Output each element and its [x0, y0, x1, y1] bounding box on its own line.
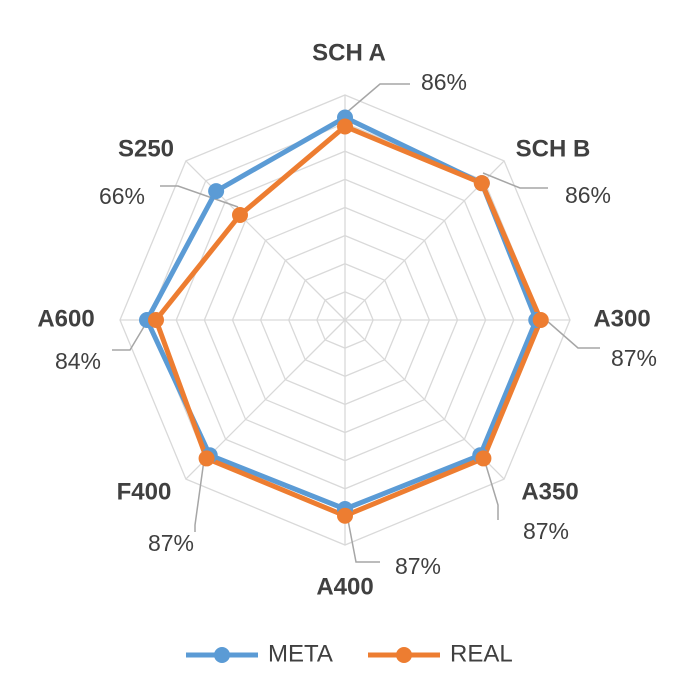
category-label-a600: A600 — [37, 305, 94, 332]
series-layer — [139, 109, 549, 524]
data-label-a400: 87% — [395, 553, 441, 579]
data-label-a350: 87% — [523, 518, 569, 544]
point-real-a300 — [532, 312, 549, 328]
data-label-sch-a: 86% — [421, 69, 467, 95]
label-layer: SCH A SCH B A300 A350 A400 F400 A600 S250 86% 86%… — [37, 39, 657, 600]
legend-label-meta: META — [268, 640, 333, 667]
data-label-a300: 87% — [611, 345, 657, 371]
category-label-f400: F400 — [117, 478, 172, 505]
leader-line-f400 — [194, 459, 205, 532]
category-label-sch-a: SCH A — [312, 39, 386, 66]
leader-line-sch-a — [345, 83, 410, 114]
point-real-f400 — [198, 450, 215, 467]
point-real-a350 — [475, 450, 492, 467]
label-leader-lines — [112, 83, 600, 563]
leader-line-sch-b — [482, 172, 548, 189]
point-meta-s250 — [208, 183, 225, 200]
leader-line-a350 — [484, 461, 499, 520]
leader-line-a400 — [347, 519, 380, 563]
point-real-sch-a — [337, 118, 353, 135]
data-label-sch-b: 86% — [565, 182, 611, 208]
category-label-a300: A300 — [593, 305, 650, 332]
legend-marker-meta — [214, 647, 230, 663]
leader-line-s250 — [160, 185, 239, 208]
point-real-s250 — [231, 206, 248, 223]
data-label-f400: 87% — [148, 530, 194, 556]
radar-grid — [119, 94, 571, 546]
legend-marker-real — [396, 647, 412, 663]
point-real-a600 — [148, 312, 164, 328]
leader-line-a600 — [112, 319, 149, 351]
category-label-sch-b: SCH B — [516, 135, 591, 162]
data-label-s250: 66% — [99, 183, 145, 209]
point-real-sch-b — [473, 175, 490, 192]
leader-line-a300 — [545, 319, 600, 349]
legend: META REAL — [186, 640, 513, 667]
point-real-a400 — [337, 507, 353, 524]
data-label-a600: 84% — [55, 348, 101, 374]
legend-label-real: REAL — [450, 640, 513, 667]
category-label-a400: A400 — [316, 573, 373, 600]
category-label-a350: A350 — [521, 478, 578, 505]
category-label-s250: S250 — [118, 135, 174, 162]
